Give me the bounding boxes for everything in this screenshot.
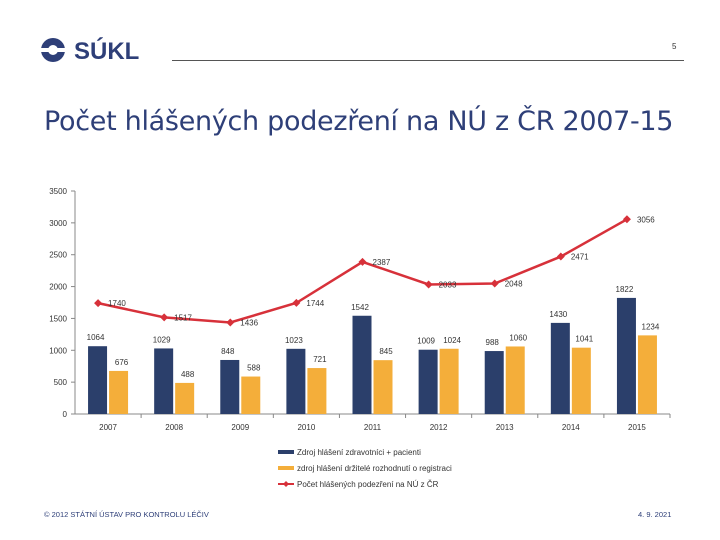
data-label-series3: 1517 <box>174 313 192 322</box>
data-label-series2: 488 <box>181 370 195 379</box>
line-point <box>292 298 301 307</box>
legend-label-series2: zdroj hlášení držitelé rozhodnutí o regi… <box>297 464 452 473</box>
bar-series2 <box>373 360 393 414</box>
footer-date: 4. 9. 2021 <box>638 510 672 519</box>
bar-series1 <box>550 322 570 414</box>
x-tick-label: 2012 <box>430 423 448 432</box>
y-tick-label: 3500 <box>49 187 67 196</box>
line-point <box>490 279 499 288</box>
x-tick-label: 2009 <box>231 423 249 432</box>
data-label-series3: 2471 <box>571 253 589 262</box>
x-tick-label: 2015 <box>628 423 646 432</box>
bar-series1 <box>286 348 306 414</box>
data-label-series3: 2033 <box>439 280 457 289</box>
y-tick-label: 2500 <box>49 251 67 260</box>
data-label-series2: 588 <box>247 364 261 373</box>
y-tick-label: 3000 <box>49 219 67 228</box>
y-tick-label: 500 <box>54 378 68 387</box>
bar-series2 <box>571 347 591 414</box>
sukl-logo: SÚKL <box>41 37 139 65</box>
legend-label-series3: Počet hlášených podezření na NÚ z ČR <box>297 480 439 489</box>
page-title: Počet hlášených podezření na NÚ z ČR 200… <box>44 106 674 137</box>
y-tick-label: 1000 <box>49 346 67 355</box>
data-label-series2: 1024 <box>443 336 461 345</box>
line-point <box>622 215 631 224</box>
line-point <box>226 318 235 327</box>
bar-series2 <box>637 335 657 414</box>
y-tick-label: 1500 <box>49 314 67 323</box>
bar-series1 <box>352 315 372 414</box>
data-label-series2: 1041 <box>575 335 593 344</box>
y-tick-label: 2000 <box>49 283 67 292</box>
footer-copyright: © 2012 STÁTNÍ ÚSTAV PRO KONTROLU LÉČIV <box>44 510 209 519</box>
line-point <box>358 257 367 266</box>
data-label-series1: 1064 <box>87 333 105 342</box>
data-label-series3: 1436 <box>240 319 258 328</box>
bar-series1 <box>418 349 438 414</box>
data-label-series3: 1744 <box>306 299 324 308</box>
data-label-series2: 1060 <box>509 333 527 342</box>
line-point <box>424 280 433 289</box>
bar-series2 <box>505 346 525 414</box>
x-tick-label: 2010 <box>297 423 315 432</box>
line-point <box>94 299 103 308</box>
bar-series2 <box>439 348 459 414</box>
data-label-series1: 848 <box>221 347 235 356</box>
data-label-series1: 1029 <box>153 335 171 344</box>
data-label-series2: 721 <box>313 355 327 364</box>
data-label-series3: 2048 <box>505 280 523 289</box>
data-label-series1: 988 <box>486 338 500 347</box>
legend-swatch-series2 <box>278 466 294 470</box>
line-point <box>556 252 565 261</box>
bar-series1 <box>616 297 636 414</box>
legend-label-series1: Zdroj hlášení zdravotníci + pacienti <box>297 448 421 457</box>
logo-text: SÚKL <box>74 37 139 65</box>
header-divider <box>172 60 684 61</box>
legend-marker-series3 <box>283 481 289 487</box>
bar-series1 <box>154 348 174 414</box>
y-tick-label: 0 <box>63 410 68 419</box>
page-number: 5 <box>672 42 677 51</box>
data-label-series1: 1009 <box>417 337 435 346</box>
data-label-series2: 845 <box>379 347 393 356</box>
bar-series2 <box>175 382 195 414</box>
bar-series2 <box>109 370 129 414</box>
data-label-series3: 3056 <box>637 215 655 224</box>
x-tick-label: 2007 <box>99 423 117 432</box>
line-point <box>160 313 169 322</box>
data-label-series3: 1740 <box>108 299 126 308</box>
bar-series2 <box>241 376 261 414</box>
bar-series2 <box>307 368 327 414</box>
data-label-series2: 676 <box>115 358 129 367</box>
data-label-series1: 1023 <box>285 336 303 345</box>
bar-series1 <box>220 359 240 414</box>
x-tick-label: 2011 <box>364 423 382 432</box>
data-label-series1: 1822 <box>616 285 634 294</box>
data-label-series1: 1542 <box>351 303 369 312</box>
bar-series1 <box>484 351 504 414</box>
data-label-series3: 2387 <box>373 258 391 267</box>
legend-swatch-series1 <box>278 450 294 454</box>
data-label-series1: 1430 <box>549 310 567 319</box>
data-label-series2: 1234 <box>642 322 660 331</box>
x-tick-label: 2014 <box>562 423 580 432</box>
x-tick-label: 2013 <box>496 423 514 432</box>
bar-series1 <box>88 346 108 414</box>
x-tick-label: 2008 <box>165 423 183 432</box>
